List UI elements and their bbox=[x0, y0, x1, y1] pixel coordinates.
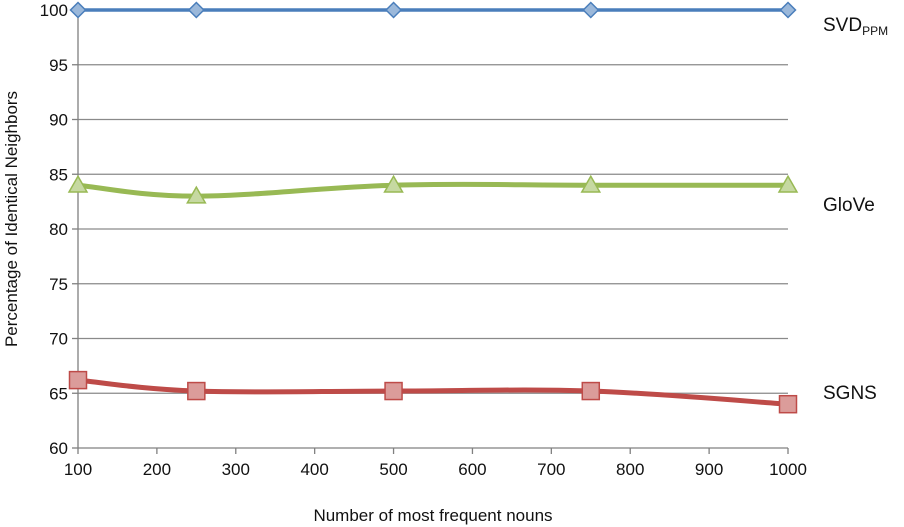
x-tick-label: 500 bbox=[379, 460, 407, 479]
x-tick-label: 200 bbox=[143, 460, 171, 479]
series-line-sgns bbox=[75, 377, 791, 407]
data-point-glove-250 bbox=[186, 185, 207, 204]
y-tick-label: 80 bbox=[49, 220, 68, 239]
x-tick-label: 400 bbox=[300, 460, 328, 479]
data-point-glove-100 bbox=[67, 174, 89, 193]
x-tick-label: 600 bbox=[458, 460, 486, 479]
label-layer: SVDPPM GloVe SGNS bbox=[823, 15, 888, 404]
data-point-svd-250 bbox=[187, 1, 205, 19]
series-line-glove bbox=[75, 181, 791, 199]
series-sgns bbox=[68, 370, 798, 414]
y-tick-label: 90 bbox=[49, 111, 68, 130]
axis-layer: 60 65 70 75 80 85 90 95 100 100 200 300 400 500 600 700… bbox=[40, 1, 807, 479]
y-tick-label: 95 bbox=[49, 56, 68, 75]
x-tick-label: 1000 bbox=[769, 460, 807, 479]
data-point-sgns-250 bbox=[187, 381, 206, 401]
x-tick-label: 100 bbox=[64, 460, 92, 479]
data-point-svd-1000 bbox=[779, 1, 797, 19]
x-axis-title: Number of most frequent nouns bbox=[313, 506, 552, 525]
series-layer bbox=[67, 1, 799, 414]
y-tick-label: 60 bbox=[49, 439, 68, 458]
y-tick-label: 85 bbox=[49, 165, 68, 184]
grid-layer bbox=[78, 9, 788, 449]
series-label-glove: GloVe bbox=[823, 195, 875, 216]
data-point-svd-100 bbox=[69, 1, 87, 19]
data-point-svd-500 bbox=[384, 1, 403, 19]
data-point-sgns-1000 bbox=[778, 394, 798, 414]
series-label-svd: SVDPPM bbox=[823, 15, 888, 38]
data-point-glove-1000 bbox=[777, 174, 799, 193]
data-point-sgns-100 bbox=[68, 370, 88, 390]
x-tick-label: 700 bbox=[537, 460, 565, 479]
x-tick-label: 900 bbox=[695, 460, 723, 479]
y-axis-title: Percentage of Identical Neighbors bbox=[2, 91, 21, 347]
data-point-glove-500 bbox=[383, 174, 404, 193]
series-glove bbox=[67, 174, 799, 204]
y-tick-label: 70 bbox=[49, 330, 68, 349]
y-tick-label: 100 bbox=[40, 1, 68, 20]
x-tick-label: 800 bbox=[616, 460, 644, 479]
x-tick-label: 300 bbox=[222, 460, 250, 479]
y-tick-label: 75 bbox=[49, 275, 68, 294]
series-svd bbox=[69, 1, 797, 19]
data-point-svd-750 bbox=[582, 1, 600, 19]
data-point-glove-750 bbox=[580, 174, 602, 193]
data-point-sgns-750 bbox=[581, 381, 601, 401]
series-label-sgns: SGNS bbox=[823, 383, 877, 404]
y-tick-label: 65 bbox=[49, 384, 68, 403]
data-point-sgns-500 bbox=[384, 381, 403, 401]
